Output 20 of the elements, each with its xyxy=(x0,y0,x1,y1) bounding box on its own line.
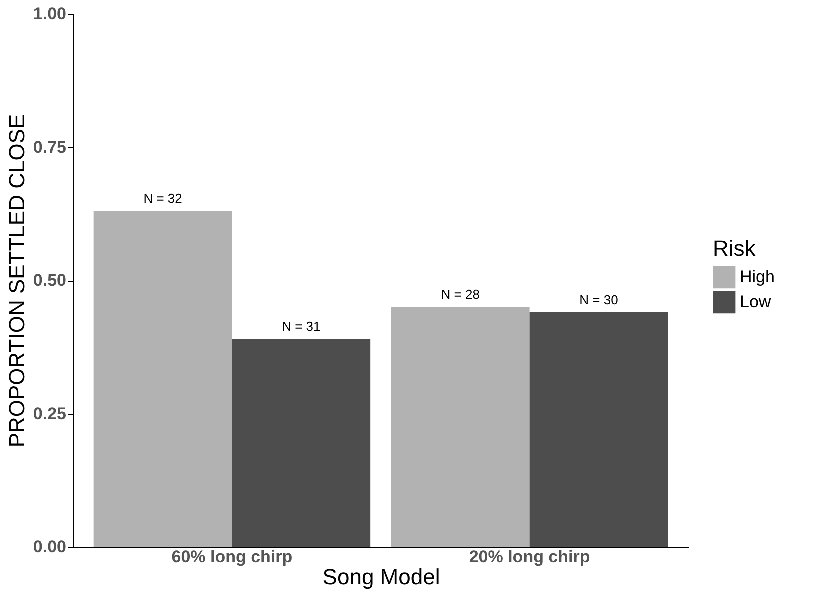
bar xyxy=(530,312,668,547)
annotation: N = 32 xyxy=(144,191,182,206)
annotation: N = 30 xyxy=(580,292,618,308)
y-tick-label: 0.50 xyxy=(33,271,66,290)
y-tick-label: 1.00 xyxy=(33,4,66,24)
y-tick-label: 0.00 xyxy=(33,538,66,556)
legend-title: Risk xyxy=(713,236,757,261)
y-tick-label: 0.25 xyxy=(33,404,66,424)
legend-label: Low xyxy=(740,292,772,312)
x-tick-label: 60% long chirp xyxy=(172,548,293,566)
y-tick-label: 0.75 xyxy=(33,138,66,157)
annotation: N = 31 xyxy=(282,319,321,334)
legend-label: High xyxy=(740,268,775,286)
y-axis-title: PROPORTION SETTLED CLOSE xyxy=(4,114,30,448)
x-axis-title: Song Model xyxy=(322,564,440,590)
bar xyxy=(94,211,232,547)
bar xyxy=(232,339,371,547)
bar xyxy=(391,307,530,547)
annotation: N = 28 xyxy=(441,287,480,302)
x-tick-label: 20% long chirp xyxy=(469,548,590,566)
